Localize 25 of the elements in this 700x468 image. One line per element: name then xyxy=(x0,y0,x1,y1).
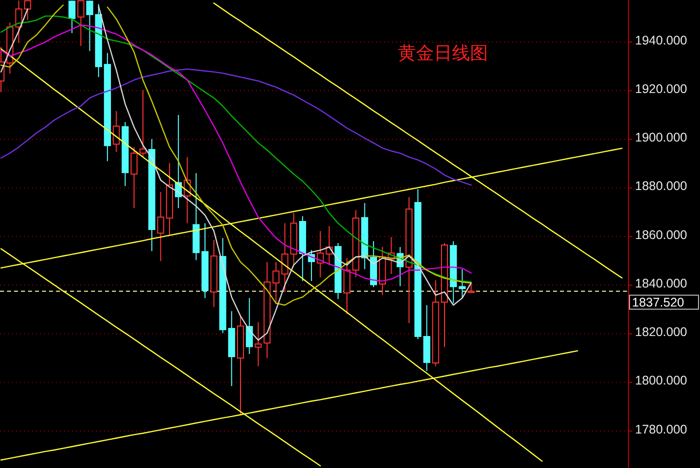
candlestick xyxy=(343,258,350,315)
y-tick-label: 1780.000 xyxy=(635,422,688,436)
y-tick-label: 1880.000 xyxy=(635,179,688,194)
candlestick xyxy=(210,239,218,308)
y-tick-label: 1900.000 xyxy=(635,130,688,145)
y-tick-label: 1800.000 xyxy=(635,374,688,388)
candlestick xyxy=(112,110,120,152)
candlestick xyxy=(272,262,280,305)
candlestick xyxy=(264,262,271,359)
candlestick xyxy=(236,316,244,415)
candlestick xyxy=(246,298,253,354)
candlestick xyxy=(86,0,94,52)
y-tick-label: 1860.000 xyxy=(635,228,688,242)
candlestick xyxy=(406,196,413,324)
y-tick-label: 1840.000 xyxy=(635,276,688,290)
line-series xyxy=(0,68,472,186)
candlestick xyxy=(68,0,76,34)
candlestick xyxy=(166,162,174,236)
y-tick-label: 1820.000 xyxy=(635,325,688,340)
text: 黄金日线图 xyxy=(398,43,488,63)
candlestick xyxy=(254,322,262,367)
y-tick-label: 1920.000 xyxy=(635,82,688,96)
y-tick-label: 1940.000 xyxy=(635,33,688,48)
candlestick xyxy=(157,192,164,262)
ref-line-label: 1837.520 xyxy=(632,296,684,310)
